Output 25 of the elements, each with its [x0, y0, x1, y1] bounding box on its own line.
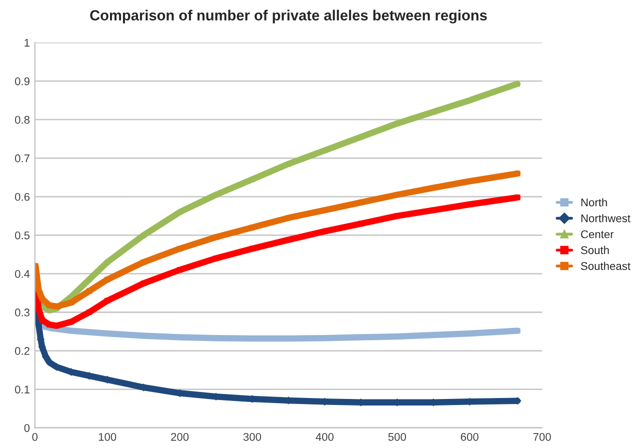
- y-tick-label: 0.3: [15, 308, 30, 316]
- legend-label: Northwest: [581, 214, 630, 222]
- y-tick-label: 0.2: [15, 347, 30, 355]
- y-tick-label: 0.8: [15, 116, 30, 124]
- x-tick-label: 0: [32, 432, 38, 441]
- x-tick-label: 300: [243, 432, 262, 441]
- legend-label: Center: [581, 230, 614, 238]
- chart-title: Comparison of number of private alleles between regions: [90, 10, 487, 24]
- x-tick-label: 400: [316, 432, 334, 441]
- x-tick-label: 700: [533, 432, 551, 441]
- x-tick-label: 200: [171, 432, 189, 441]
- y-tick-label: 0.4: [15, 270, 30, 278]
- legend-label: Southeast: [580, 262, 630, 270]
- y-tick-label: 0: [24, 424, 30, 432]
- y-tick-label: 0.6: [15, 192, 30, 201]
- y-tick-label: 0.9: [15, 77, 30, 86]
- x-tick-label: 600: [460, 432, 478, 441]
- x-tick-label: 100: [98, 432, 116, 441]
- y-tick-label: 0.7: [15, 154, 30, 162]
- legend-label: South: [580, 246, 609, 254]
- y-tick-label: 0.5: [15, 231, 30, 240]
- y-tick-label: 0.1: [15, 386, 30, 394]
- y-tick-label: 1: [24, 38, 30, 47]
- legend-label: North: [581, 198, 607, 206]
- x-tick-label: 500: [388, 432, 406, 441]
